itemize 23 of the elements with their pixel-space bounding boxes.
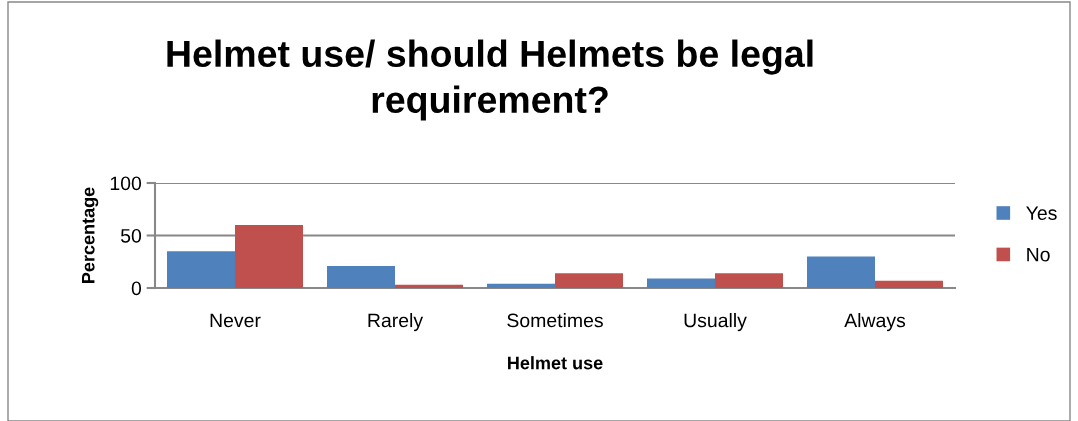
legend-label: Yes (1026, 206, 1057, 220)
bar (167, 251, 235, 288)
x-tick-label: Sometimes (507, 313, 603, 328)
bar (875, 280, 943, 288)
y-tick-label: 50 (120, 228, 142, 243)
bar (235, 225, 303, 288)
x-axis-title: Helmet use (508, 356, 603, 370)
legend-label: No (1027, 247, 1050, 262)
bar (487, 283, 555, 288)
bar (327, 265, 395, 288)
y-axis-title: Percentage (82, 187, 99, 283)
x-tick-label: Never (210, 313, 261, 328)
chart-title: Helmet use/ should Helmets be legal requirement? (167, 39, 813, 121)
x-tick-label: Rarely (368, 313, 424, 332)
x-tick-label: Always (844, 313, 906, 332)
bar (395, 284, 463, 288)
y-tick-label: 0 (131, 281, 142, 296)
bar (807, 256, 875, 288)
bar (555, 273, 623, 288)
bar (647, 278, 715, 288)
x-tick-label: Usually (684, 313, 747, 332)
y-tick-label: 100 (110, 176, 142, 191)
bar (715, 273, 783, 288)
